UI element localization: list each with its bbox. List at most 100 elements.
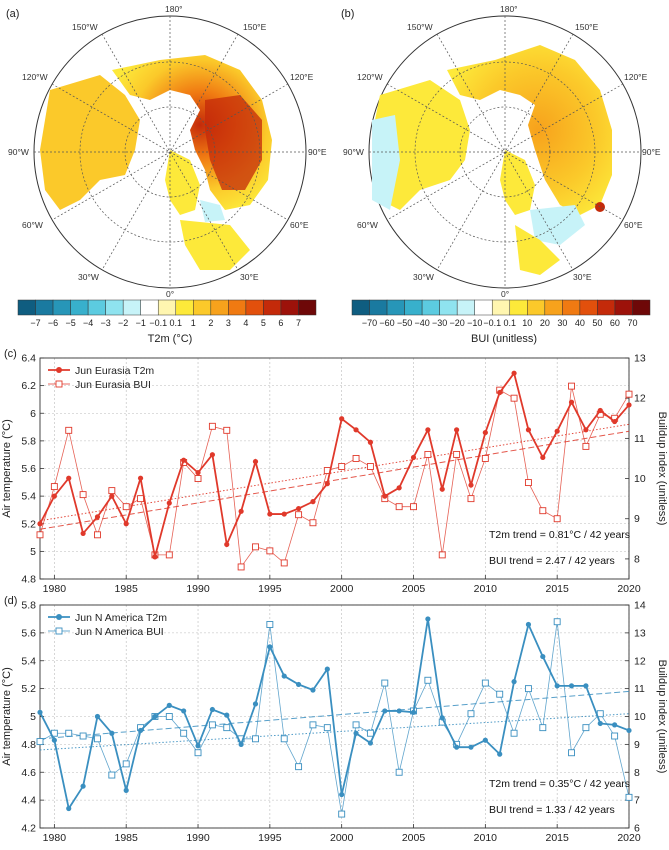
y2-tick-label: 6 bbox=[634, 823, 640, 835]
t2m-point bbox=[181, 708, 187, 714]
y2-tick-label: 9 bbox=[634, 513, 640, 525]
bui-point bbox=[395, 503, 403, 511]
bui-point bbox=[467, 710, 475, 718]
colorbar-swatch bbox=[509, 299, 528, 316]
bui-point bbox=[366, 729, 374, 737]
y-axis-title: Air temperature (°C) bbox=[1, 667, 13, 766]
x-tick-label: 2000 bbox=[330, 832, 354, 844]
y2-axis-title: Buildup index (unitless) bbox=[656, 412, 668, 526]
bui-point bbox=[510, 729, 518, 737]
t2m-point bbox=[267, 644, 273, 650]
t2m-point bbox=[252, 458, 259, 465]
t2m-point bbox=[410, 709, 417, 715]
bui-point bbox=[539, 507, 547, 515]
t2m-point bbox=[324, 666, 330, 672]
map-b-lon-150w: 150°W bbox=[407, 22, 433, 32]
colorbar-swatch bbox=[280, 299, 299, 316]
map-a-lon-60e: 60°E bbox=[290, 220, 309, 230]
panel-label-d: (d) bbox=[4, 595, 17, 607]
y-tick-label: 6 bbox=[30, 408, 36, 420]
y2-axis-title: Buildup index (unitless) bbox=[656, 660, 668, 774]
t2m-point bbox=[612, 418, 618, 425]
bui-point bbox=[137, 495, 145, 503]
t2m-point bbox=[238, 508, 244, 514]
colorbar-swatch bbox=[70, 299, 89, 316]
colorbar-tick-label: −70 bbox=[362, 318, 377, 328]
map-b-america-blue bbox=[372, 115, 400, 210]
colorbar-swatch bbox=[157, 299, 177, 316]
t2m-point bbox=[626, 727, 632, 734]
map-a-lon-30e: 30°E bbox=[240, 272, 259, 282]
map-b: (b) 180° 150°W 150°E 120°W 120°E 90°W 90… bbox=[341, 4, 661, 299]
t2m-point bbox=[525, 427, 532, 433]
colorbar-swatch bbox=[632, 299, 651, 316]
colorbar-swatch bbox=[491, 299, 511, 316]
colorbar-tick-label: −30 bbox=[432, 318, 447, 328]
map-a-lon-90w: 90°W bbox=[8, 147, 29, 157]
colorbar-tick-label: 3 bbox=[226, 318, 231, 328]
colorbar-tick-label: 7 bbox=[296, 318, 301, 328]
colorbar-tick-label: 4 bbox=[243, 318, 248, 328]
t2m-point bbox=[66, 475, 72, 481]
t2m-point bbox=[166, 500, 172, 506]
y2-tick-label: 11 bbox=[634, 433, 645, 445]
colorbar-tick-label: −2 bbox=[118, 318, 128, 328]
t2m-point bbox=[525, 621, 532, 628]
colorbar-tick-label: −6 bbox=[48, 318, 58, 328]
panel-label-c: (c) bbox=[4, 348, 17, 360]
t2m-series-line bbox=[39, 371, 630, 558]
annotation-bui-trend: BUI trend = 1.33 / 42 years bbox=[489, 804, 615, 816]
y-tick-label: 5 bbox=[30, 546, 36, 558]
y2-tick-label: 11 bbox=[634, 683, 645, 695]
x-tick-label: 1995 bbox=[258, 583, 282, 595]
y2-tick-label: 10 bbox=[634, 711, 646, 723]
map-b-lon-30w: 30°W bbox=[413, 272, 434, 282]
t2m-point bbox=[109, 730, 115, 736]
x-tick-label: 2005 bbox=[402, 832, 426, 844]
bui-point bbox=[481, 455, 489, 462]
t2m-point bbox=[439, 486, 445, 492]
y2-tick-label: 9 bbox=[634, 739, 640, 751]
colorbar-tick-label: −60 bbox=[379, 318, 394, 328]
y2-tick-label: 8 bbox=[634, 553, 640, 565]
map-a-lon-90e: 90°E bbox=[308, 147, 327, 157]
colorbar-swatch bbox=[140, 299, 159, 316]
t2m-point bbox=[439, 715, 445, 721]
bui-point bbox=[165, 551, 173, 559]
x-tick-label: 1980 bbox=[43, 832, 67, 844]
colorbar-tick-label: 0.1 bbox=[170, 318, 183, 328]
bui-point bbox=[65, 729, 73, 737]
bui-point bbox=[65, 426, 73, 434]
legend-bui-label: Jun Eurasia BUI bbox=[75, 379, 151, 391]
bui-point bbox=[467, 495, 475, 503]
panel-label-b: (b) bbox=[341, 8, 354, 20]
colorbar-tick-label: 2 bbox=[208, 318, 213, 328]
colorbar-swatch bbox=[597, 299, 616, 316]
colorbar-swatch bbox=[193, 299, 212, 316]
map-a-lon-150e: 150°E bbox=[243, 22, 267, 32]
bui-point bbox=[352, 721, 360, 729]
t2m-point bbox=[238, 741, 244, 747]
map-b-graticule bbox=[369, 16, 641, 288]
colorbar-swatch bbox=[421, 299, 440, 316]
chart-d: 1980 1985 1990 1995 2000 2005 2010 2015 2020 4.2 4… bbox=[1, 600, 668, 845]
t2m-point bbox=[367, 439, 374, 445]
x-tick-label: 2020 bbox=[617, 832, 641, 844]
bui-point bbox=[252, 543, 259, 551]
y-tick-label: 5.4 bbox=[21, 655, 36, 667]
bui-point bbox=[122, 503, 130, 511]
t2m-point bbox=[267, 511, 273, 517]
legend-t2m-label: Jun Eurasia T2m bbox=[75, 365, 154, 377]
t2m-point bbox=[51, 737, 57, 743]
y-tick-label: 4.8 bbox=[21, 574, 36, 586]
map-b-lon-180: 180° bbox=[500, 4, 518, 14]
bui-point bbox=[79, 491, 87, 499]
bui-point bbox=[266, 621, 274, 628]
colorbar-swatch bbox=[562, 299, 581, 316]
colorbar-tick-label: −40 bbox=[414, 318, 429, 328]
t2m-point bbox=[540, 454, 546, 461]
bui-point bbox=[280, 559, 288, 567]
bui-point bbox=[266, 547, 274, 555]
colorbar-tick-label: 5 bbox=[261, 318, 266, 328]
